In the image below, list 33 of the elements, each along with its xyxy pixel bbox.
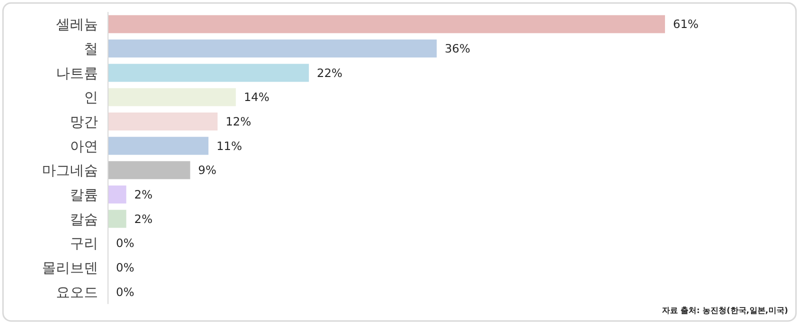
bar — [108, 136, 208, 155]
data-label: 12% — [226, 114, 252, 128]
bar — [108, 40, 437, 58]
bar — [108, 88, 236, 106]
y-tick-label: 아연 — [70, 138, 98, 155]
data-label: 36% — [444, 42, 470, 56]
y-tick-label: 망간 — [70, 114, 98, 130]
text: 자료 출처: 농진청(한국,일본,미국) — [662, 306, 788, 315]
data-label: 14% — [244, 90, 270, 104]
y-tick-label: 구리 — [70, 236, 98, 252]
data-label: 0% — [116, 284, 134, 299]
y-tick-label: 칼슘 — [70, 212, 98, 228]
bar — [108, 15, 665, 34]
y-tick-label: 몰리브덴 — [42, 260, 98, 276]
bar — [108, 186, 126, 204]
data-label: 22% — [316, 66, 343, 80]
y-tick-label: 마그네슘 — [42, 163, 98, 180]
bar — [108, 64, 309, 82]
y-tick-label: 철 — [84, 42, 98, 58]
data-label: 0% — [116, 236, 134, 250]
data-label: 2% — [134, 188, 153, 202]
data-label: 2% — [134, 212, 153, 226]
y-tick-label: 인 — [84, 90, 98, 106]
bar — [108, 161, 190, 180]
data-label: 9% — [198, 163, 216, 178]
y-tick-label: 나트륨 — [56, 66, 98, 82]
y-tick-label: 칼륨 — [70, 188, 98, 204]
data-label: 61% — [673, 17, 699, 32]
y-tick-label: 요오드 — [56, 284, 98, 301]
data-label: 11% — [216, 138, 242, 153]
y-tick-label: 셀레늄 — [56, 17, 98, 34]
data-label: 0% — [116, 260, 134, 274]
bar — [108, 112, 218, 130]
